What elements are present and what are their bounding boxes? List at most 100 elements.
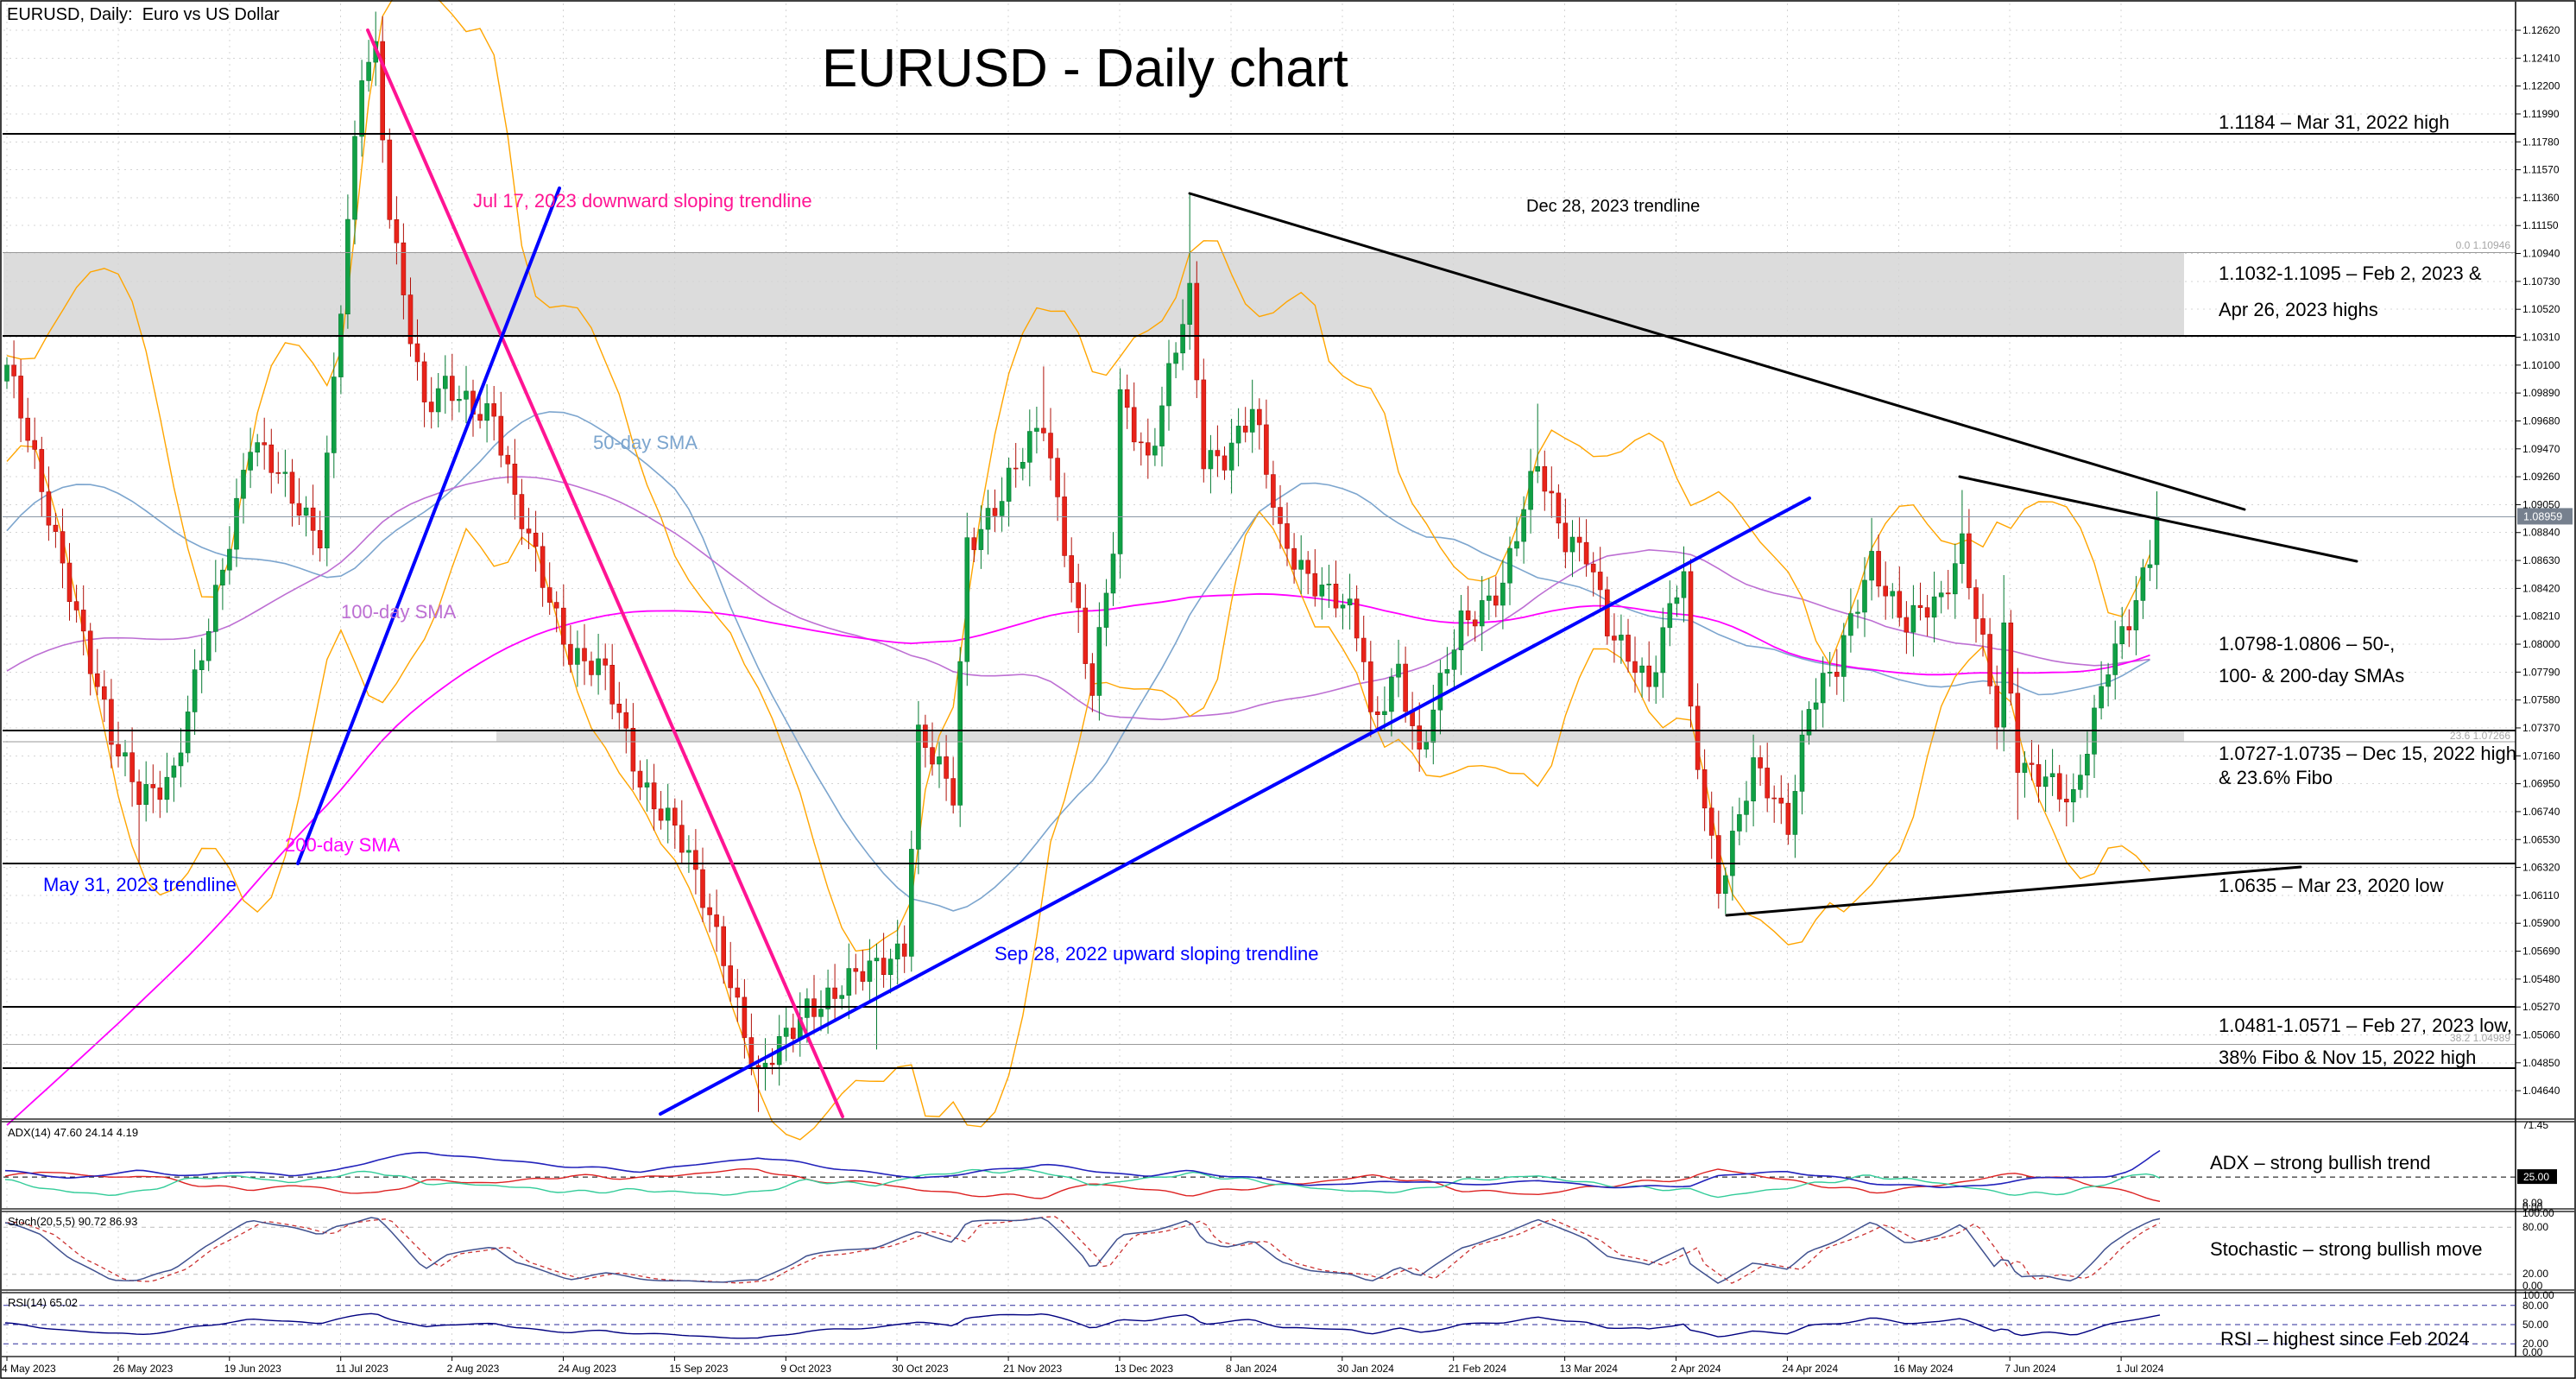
adx-plus-di-line bbox=[4, 1168, 2161, 1199]
adx-25-badge bbox=[2517, 1169, 2557, 1185]
annotation-label: 100-day SMA bbox=[341, 601, 457, 623]
stoch-axis-label: 20.00 bbox=[2522, 1268, 2548, 1280]
price-tick-label: 1.08630 bbox=[2522, 554, 2560, 566]
date-tick-label: 26 May 2023 bbox=[113, 1363, 174, 1375]
price-tick-label: 1.06530 bbox=[2522, 833, 2560, 845]
price-tick-label: 1.09470 bbox=[2522, 443, 2560, 455]
date-tick-label: 2 Aug 2023 bbox=[447, 1363, 500, 1375]
page-title: EURUSD - Daily chart bbox=[822, 39, 1348, 98]
annotation-label: 50-day SMA bbox=[593, 432, 698, 453]
price-tick-label: 1.06740 bbox=[2522, 806, 2560, 818]
price-tick-label: 1.09890 bbox=[2522, 387, 2560, 399]
price-tick-label: 1.07790 bbox=[2522, 666, 2560, 678]
stoch-axis-label: 0.00 bbox=[2522, 1280, 2543, 1292]
date-tick-label: 30 Oct 2023 bbox=[892, 1363, 949, 1375]
annotation-label: ADX – strong bullish trend bbox=[2210, 1152, 2431, 1173]
price-tick-label: 1.05060 bbox=[2522, 1028, 2560, 1041]
date-tick-label: 15 Sep 2023 bbox=[669, 1363, 728, 1375]
current-price-badge bbox=[2517, 508, 2573, 525]
annotation-label: 0.0 1.10946 bbox=[2456, 239, 2511, 251]
price-tick-label: 1.08840 bbox=[2522, 527, 2560, 539]
price-tick-label: 1.09050 bbox=[2522, 498, 2560, 510]
annotation-label: May 31, 2023 trendline bbox=[43, 874, 237, 895]
price-tick-label: 1.08420 bbox=[2522, 582, 2560, 594]
price-tick-label: 1.06950 bbox=[2522, 778, 2560, 790]
annotation-label: Jul 17, 2023 downward sloping trendline bbox=[473, 190, 812, 212]
price-tick-label: 1.10730 bbox=[2522, 275, 2560, 288]
price-tick-label: 1.12620 bbox=[2522, 24, 2560, 36]
annotation-label: 1.0481-1.0571 – Feb 27, 2023 low, bbox=[2219, 1015, 2512, 1036]
sma-200-line bbox=[6, 592, 2150, 1126]
rsi-line bbox=[4, 1313, 2161, 1339]
rsi-axis-label: 80.00 bbox=[2522, 1300, 2548, 1312]
bull-candle-bodies bbox=[4, 41, 2160, 1068]
annotation-label: 200-day SMA bbox=[285, 834, 401, 856]
price-tick-label: 1.06320 bbox=[2522, 862, 2560, 874]
trendline-support-asc-2024[interactable] bbox=[1725, 865, 2302, 917]
price-tick-label: 1.05270 bbox=[2522, 1001, 2560, 1013]
date-tick-label: 4 May 2023 bbox=[2, 1363, 56, 1375]
adx-indicator-label: ADX(14) 47.60 24.14 4.19 bbox=[8, 1126, 139, 1139]
price-tick-label: 1.11990 bbox=[2522, 108, 2560, 120]
annotation-label: 1.0727-1.0735 – Dec 15, 2022 high bbox=[2219, 743, 2516, 764]
date-tick-label: 2 Apr 2024 bbox=[1671, 1363, 1721, 1375]
date-tick-label: 24 Aug 2023 bbox=[559, 1363, 617, 1375]
stoch-axis-label: 100.00 bbox=[2522, 1207, 2554, 1219]
adx-25-badge-label: 25.00 bbox=[2523, 1171, 2549, 1183]
price-tick-label: 1.07370 bbox=[2522, 722, 2560, 734]
date-tick-label: 30 Jan 2024 bbox=[1337, 1363, 1394, 1375]
price-tick-label: 1.10520 bbox=[2522, 303, 2560, 315]
bull-candle-wicks bbox=[6, 11, 2157, 1091]
annotation-label: 100- & 200-day SMAs bbox=[2219, 665, 2404, 686]
trendline-sep28-2022-up[interactable] bbox=[659, 497, 1811, 1116]
trendline-dec28-2023[interactable] bbox=[1188, 192, 2246, 511]
price-tick-label: 1.10940 bbox=[2522, 248, 2560, 260]
price-tick-label: 1.05480 bbox=[2522, 973, 2560, 985]
trendline-may31-2023[interactable] bbox=[296, 187, 561, 865]
price-tick-label: 1.05690 bbox=[2522, 946, 2560, 958]
price-tick-label: 1.11570 bbox=[2522, 164, 2560, 176]
price-tick-label: 1.12410 bbox=[2522, 52, 2560, 64]
price-tick-label: 1.11780 bbox=[2522, 136, 2560, 148]
rsi-axis-label: 20.00 bbox=[2522, 1338, 2548, 1350]
date-tick-label: 1 Jul 2024 bbox=[2116, 1363, 2164, 1375]
bollinger-upper-band bbox=[6, 0, 2151, 952]
bollinger-lower-band bbox=[6, 445, 2151, 1141]
price-tick-label: 1.08210 bbox=[2522, 610, 2560, 623]
price-tick-label: 1.12200 bbox=[2522, 80, 2560, 92]
rsi-axis-label: 100.00 bbox=[2522, 1289, 2554, 1301]
price-tick-label: 1.08000 bbox=[2522, 638, 2560, 650]
horizontal-levels[interactable] bbox=[3, 133, 2516, 1069]
annotation-label: 1.1032-1.1095 – Feb 2, 2023 & bbox=[2219, 263, 2482, 284]
annotation-label: 1.0798-1.0806 – 50-, bbox=[2219, 633, 2395, 655]
annotation-label: Dec 28, 2023 trendline bbox=[1526, 197, 1700, 216]
date-tick-label: 19 Jun 2023 bbox=[224, 1363, 281, 1375]
adx-main-line bbox=[4, 1149, 2161, 1189]
price-tick-label: 1.04850 bbox=[2522, 1057, 2560, 1069]
stoch-axis-label: 80.00 bbox=[2522, 1221, 2548, 1233]
bear-candle-bodies bbox=[11, 41, 2132, 1068]
annotation-label: RSI – highest since Feb 2024 bbox=[2220, 1328, 2470, 1350]
price-tick-label: 1.10310 bbox=[2522, 332, 2560, 344]
price-tick-label: 1.11360 bbox=[2522, 192, 2560, 204]
trendline-minor-down-2024[interactable] bbox=[1958, 475, 2358, 563]
indicator-panels: 71.458.090.0025.00100.0080.0020.000.0010… bbox=[3, 1119, 2557, 1358]
annotation-label: 1.0635 – Mar 23, 2020 low bbox=[2219, 875, 2444, 896]
trendline-jul17-2023-down[interactable] bbox=[366, 28, 844, 1118]
rsi-indicator-label: RSI(14) 65.02 bbox=[8, 1296, 78, 1309]
price-tick-label: 1.11150 bbox=[2522, 219, 2559, 231]
stoch-k-line bbox=[4, 1217, 2161, 1284]
date-tick-label: 13 Mar 2024 bbox=[1560, 1363, 1619, 1375]
trendlines[interactable] bbox=[296, 28, 2358, 1118]
support-zone-1.0727-1.0735 bbox=[496, 731, 2184, 742]
date-tick-label: 7 Jun 2024 bbox=[2005, 1363, 2056, 1375]
annotation-label: & 23.6% Fibo bbox=[2219, 767, 2333, 788]
price-tick-label: 1.06110 bbox=[2522, 889, 2560, 901]
symbol-info: EURUSD, Daily: Euro vs US Dollar bbox=[7, 5, 280, 24]
sma-100-line bbox=[6, 476, 2150, 721]
annotation-label: Sep 28, 2022 upward sloping trendline bbox=[994, 943, 1319, 965]
adx-minus-di-line bbox=[4, 1167, 2161, 1202]
rsi-axis-label: 0.00 bbox=[2522, 1346, 2543, 1358]
